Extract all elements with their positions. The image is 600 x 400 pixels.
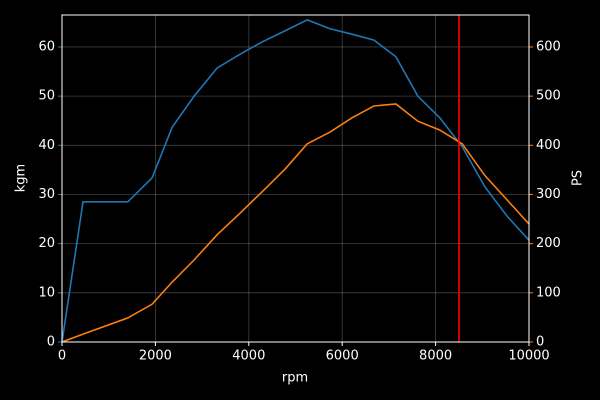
y2-tick-label: 600 (536, 39, 561, 54)
y2-tick-label: 400 (536, 138, 561, 153)
y-tick-label: 20 (38, 236, 55, 251)
y2-tick-label: 0 (536, 335, 544, 350)
x-tick-label: 6000 (326, 349, 359, 364)
x-tick-label: 0 (58, 349, 66, 364)
data-line (61, 103, 530, 343)
y-tick-label: 60 (38, 39, 55, 54)
y2-tick-label: 100 (536, 285, 561, 300)
y-tick-label: 10 (38, 285, 55, 300)
x-axis-label: rpm (282, 371, 308, 386)
plot-frame (61, 14, 530, 343)
y-axis-label: kgm (14, 164, 29, 192)
y-tick-label: 30 (38, 187, 55, 202)
y2-axis-label: PS (571, 170, 586, 186)
y2-tick-label: 300 (536, 187, 561, 202)
x-tick-label: 10000 (508, 349, 549, 364)
data-line (61, 19, 530, 343)
y2-tick-label: 200 (536, 236, 561, 251)
y-tick-label: 50 (38, 89, 55, 104)
x-tick-label: 2000 (139, 349, 172, 364)
y-tick-label: 0 (47, 335, 55, 350)
x-tick-label: 8000 (419, 349, 452, 364)
x-tick-label: 4000 (232, 349, 265, 364)
y-tick-label: 40 (38, 138, 55, 153)
y2-tick-label: 500 (536, 89, 561, 104)
